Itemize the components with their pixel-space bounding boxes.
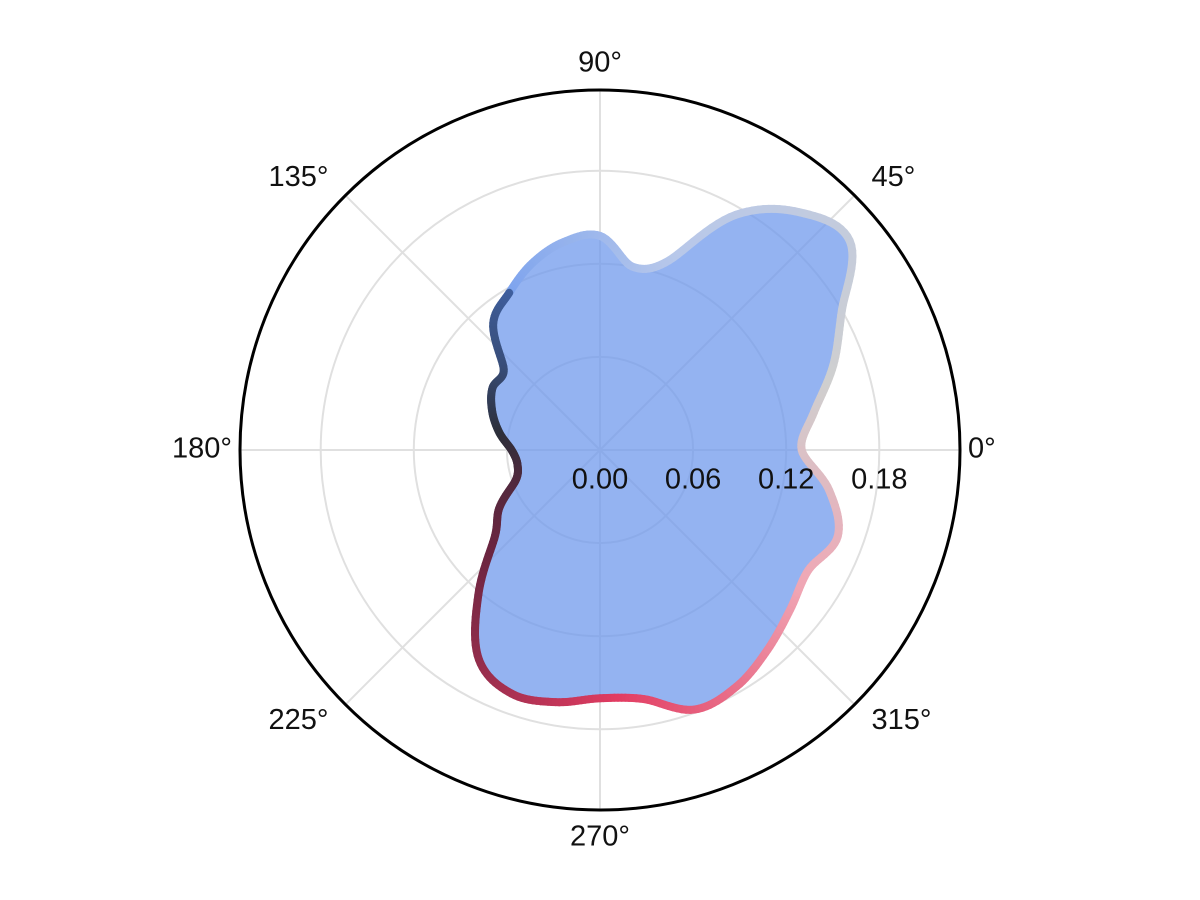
fill-layer — [475, 208, 853, 710]
theta-tick-label-45: 45° — [872, 161, 916, 193]
theta-tick-label-225: 225° — [269, 704, 329, 736]
r-tick-label-0: 0.00 — [572, 464, 628, 496]
line-layer — [471, 204, 857, 714]
outer-ring — [238, 88, 962, 812]
series-line-segment — [797, 446, 807, 457]
theta-tick-label-270: 270° — [570, 821, 630, 853]
theta-tick-label-90: 90° — [578, 47, 622, 79]
theta-tick-label-0: 0° — [968, 433, 996, 465]
theta-tick-label-135: 135° — [269, 161, 329, 193]
theta-tick-label-180: 180° — [172, 433, 232, 465]
r-tick-label-1: 0.06 — [665, 464, 721, 496]
theta-tick-label-315: 315° — [872, 704, 932, 736]
label-layer: 0° 45° 90° 135° 180° 225° 270° 315° 0.00 0.06 0.12… — [172, 47, 996, 853]
series-fill-area — [475, 208, 853, 710]
r-tick-label-2: 0.12 — [758, 464, 814, 496]
r-tick-label-3: 0.18 — [851, 464, 907, 496]
